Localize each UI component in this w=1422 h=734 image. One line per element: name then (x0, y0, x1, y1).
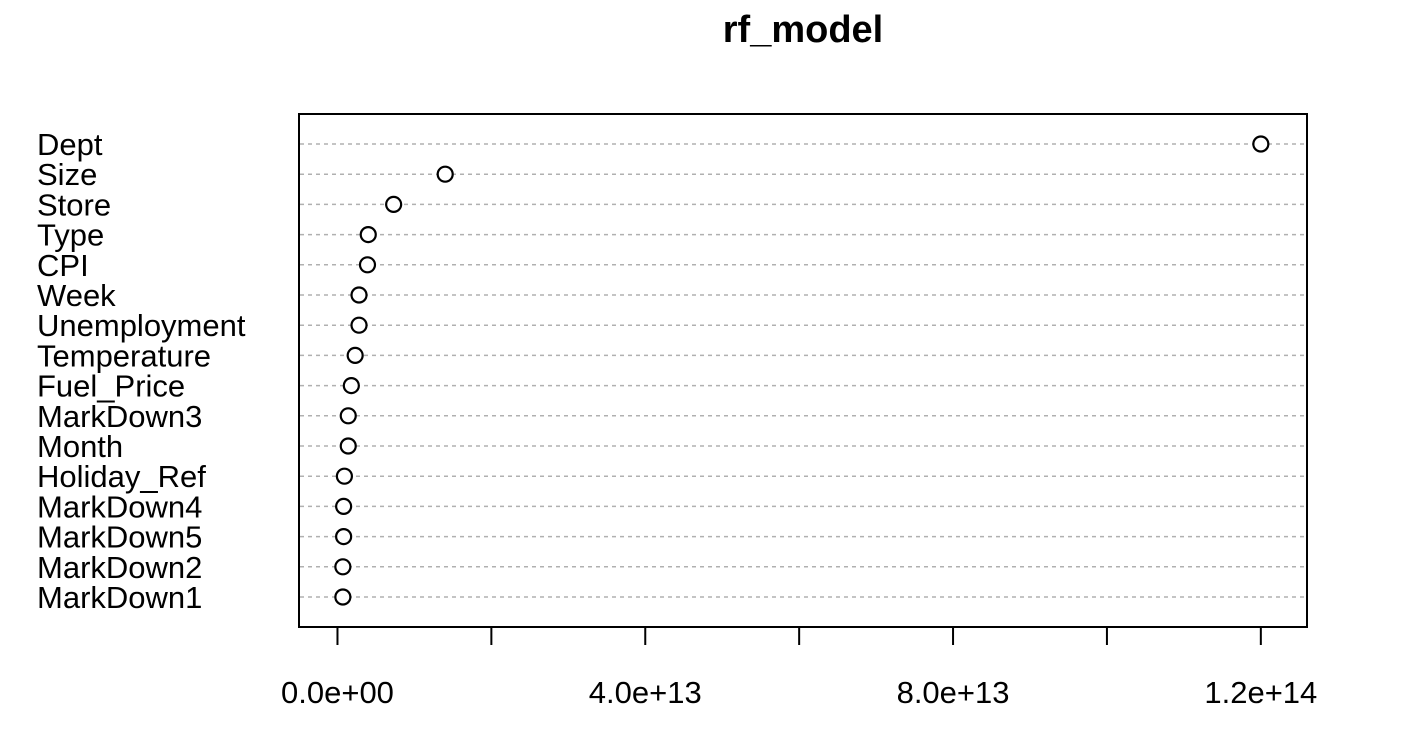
category-label-cpi: CPI (37, 248, 89, 283)
data-point-fuel_price (342, 377, 360, 395)
data-point-month (339, 437, 357, 455)
data-point-dept (1252, 135, 1270, 153)
gridlines (300, 143, 1306, 598)
x-tick-label: 0.0e+00 (281, 675, 394, 710)
category-label-unemployment: Unemployment (37, 308, 246, 343)
category-label-markdown2: MarkDown2 (37, 550, 202, 585)
data-point-markdown3 (339, 407, 357, 425)
category-label-month: Month (37, 429, 123, 464)
category-label-week: Week (37, 278, 116, 313)
category-label-holiday_ref: Holiday_Ref (37, 459, 206, 494)
x-tick-label: 4.0e+13 (589, 675, 702, 710)
category-label-markdown1: MarkDown1 (37, 580, 202, 615)
plot-frame (298, 113, 1308, 628)
x-tick-label: 8.0e+13 (897, 675, 1010, 710)
data-point-markdown5 (335, 527, 353, 546)
category-label-temperature: Temperature (37, 338, 211, 373)
x-axis: 0.0e+00 4.0e+13 8.0e+13 1.2e+14 (281, 626, 1317, 710)
category-label-store: Store (37, 187, 111, 222)
x-tick-label: 1.2e+14 (1204, 675, 1317, 710)
data-point-temperature (346, 346, 364, 364)
chart-title: rf_model (723, 9, 883, 51)
category-label-size: Size (37, 157, 97, 192)
data-point-holiday_ref (335, 467, 353, 485)
category-label-fuel_price: Fuel_Price (37, 369, 185, 404)
category-labels: DeptSizeStoreTypeCPIWeekUnemploymentTemp… (37, 127, 246, 615)
data-point-cpi (358, 256, 377, 274)
data-point-type (359, 226, 377, 244)
category-label-markdown3: MarkDown3 (37, 399, 202, 434)
data-point-markdown1 (334, 588, 352, 606)
category-label-dept: Dept (37, 127, 103, 162)
data-point-week (350, 286, 368, 304)
data-point-size (436, 165, 454, 183)
category-label-markdown5: MarkDown5 (37, 520, 202, 555)
data-point-unemployment (350, 316, 368, 334)
data-point-markdown4 (335, 497, 353, 515)
category-label-markdown4: MarkDown4 (37, 489, 202, 524)
category-label-type: Type (37, 218, 104, 253)
data-point-markdown2 (334, 558, 352, 576)
data-points (334, 135, 1270, 606)
data-point-store (385, 195, 403, 213)
